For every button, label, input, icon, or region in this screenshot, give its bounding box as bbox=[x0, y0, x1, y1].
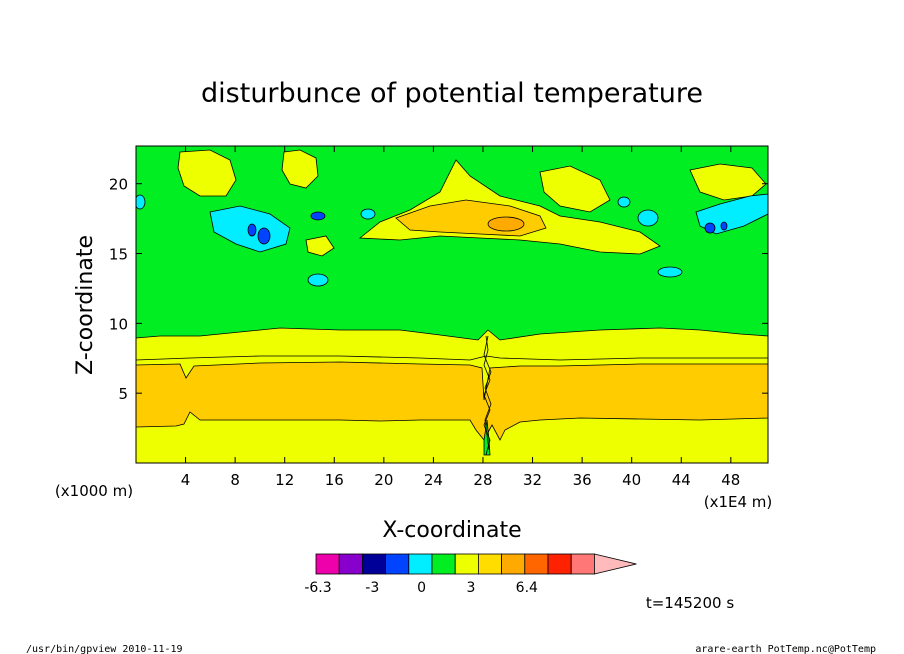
contour-fill-yellow-blob-3 bbox=[539, 165, 611, 213]
colorbar-label-0: -6.3 bbox=[304, 580, 331, 596]
colorbar-swatch-7 bbox=[477, 553, 502, 575]
x-tick-label-11: 48 bbox=[721, 471, 740, 489]
x-tick-label-0: 4 bbox=[181, 471, 191, 489]
x-tick-label-3: 16 bbox=[325, 471, 344, 489]
y-tick-label-1: 10 bbox=[109, 315, 128, 333]
contour-fill-blue-left-3 bbox=[310, 211, 326, 221]
contour-fill-blue-right-2 bbox=[720, 221, 728, 231]
x-tick-label-9: 40 bbox=[622, 471, 641, 489]
y-axis: 5 10 15 20 bbox=[109, 176, 768, 403]
contour-fill-yellow-blob-4 bbox=[689, 163, 767, 201]
contour-fill-yellow-blob-5 bbox=[305, 235, 335, 257]
colorbar-swatch-11 bbox=[570, 553, 595, 575]
y-tick-label-3: 20 bbox=[109, 176, 128, 194]
colorbar-swatch-4 bbox=[408, 553, 433, 575]
x-tick-label-4: 20 bbox=[374, 471, 393, 489]
colorbar-swatch-0 bbox=[315, 553, 340, 575]
contour-fill-orange-core bbox=[487, 216, 525, 232]
colorbar-swatch-1 bbox=[338, 553, 363, 575]
colorbar-label-4: 6.4 bbox=[516, 580, 538, 596]
x-tick-label-7: 32 bbox=[523, 471, 542, 489]
colorbar-swatch-5 bbox=[431, 553, 456, 575]
contour-line-spike-2 bbox=[483, 335, 492, 451]
colorbar-swatch-8 bbox=[501, 553, 526, 575]
colorbar-label-3: 3 bbox=[466, 580, 475, 596]
contour-fill-blue-left-1 bbox=[257, 227, 271, 245]
footer-right: arare-earth_PotTemp.nc@PotTemp bbox=[695, 644, 876, 654]
contour-fill-cyan-small-6 bbox=[136, 194, 146, 210]
x-tick-label-1: 8 bbox=[230, 471, 240, 489]
contour-line-spike bbox=[483, 335, 491, 456]
footer-left: /usr/bin/gpview 2010-11-19 bbox=[26, 644, 183, 654]
x-axis: 4 8 12 16 20 24 28 32 36 40 44 48 bbox=[181, 146, 740, 489]
x-tick-label-2: 12 bbox=[275, 471, 294, 489]
contour-fill-yellow-blob-2 bbox=[177, 149, 237, 197]
contour-fill-green-upper bbox=[136, 146, 768, 341]
y-tick-label-2: 15 bbox=[109, 246, 128, 264]
contour-fill-yellow-blob-1 bbox=[281, 149, 319, 189]
colorbar-swatch-3 bbox=[385, 553, 410, 575]
x-tick-label-8: 36 bbox=[573, 471, 592, 489]
colorbar-swatch-9 bbox=[524, 553, 549, 575]
y-axis-units: (x1000 m) bbox=[55, 482, 133, 500]
colorbar-label-2: 0 bbox=[417, 580, 426, 596]
x-tick-label-10: 44 bbox=[672, 471, 691, 489]
contour-fill-cyan-small-5 bbox=[617, 196, 631, 208]
y-axis-label: Z-coordinate bbox=[73, 235, 98, 375]
contour-fill-cyan-small-3 bbox=[657, 266, 683, 278]
colorbar-swatch-2 bbox=[361, 553, 386, 575]
contour-fill-cyan-small-1 bbox=[637, 209, 659, 227]
x-tick-label-5: 24 bbox=[424, 471, 443, 489]
contour-fill-blue-left-2 bbox=[247, 223, 257, 237]
x-tick-label-6: 28 bbox=[473, 471, 492, 489]
contour-fill-orange-band bbox=[136, 361, 768, 441]
contour-fill-cyan-small-4 bbox=[360, 208, 376, 220]
x-axis-label: X-coordinate bbox=[382, 518, 521, 543]
x-axis-units: (x1E4 m) bbox=[704, 493, 773, 511]
contour-fill-blue-right-1 bbox=[704, 222, 716, 234]
colorbar-arrow bbox=[594, 553, 637, 575]
colorbar: -6.3 -3 0 3 6.4 bbox=[304, 553, 637, 596]
contour-line-upper bbox=[136, 355, 768, 361]
plot-frame bbox=[135, 145, 769, 464]
y-tick-label-0: 5 bbox=[118, 385, 128, 403]
time-annotation: t=145200 s bbox=[646, 594, 734, 612]
colorbar-swatch-6 bbox=[454, 553, 479, 575]
chart-title: disturbunce of potential temperature bbox=[201, 78, 703, 109]
plot-area bbox=[135, 145, 769, 464]
colorbar-label-1: -3 bbox=[365, 580, 379, 596]
colorbar-swatch-10 bbox=[547, 553, 572, 575]
contour-fill-cyan-small-2 bbox=[307, 273, 329, 287]
